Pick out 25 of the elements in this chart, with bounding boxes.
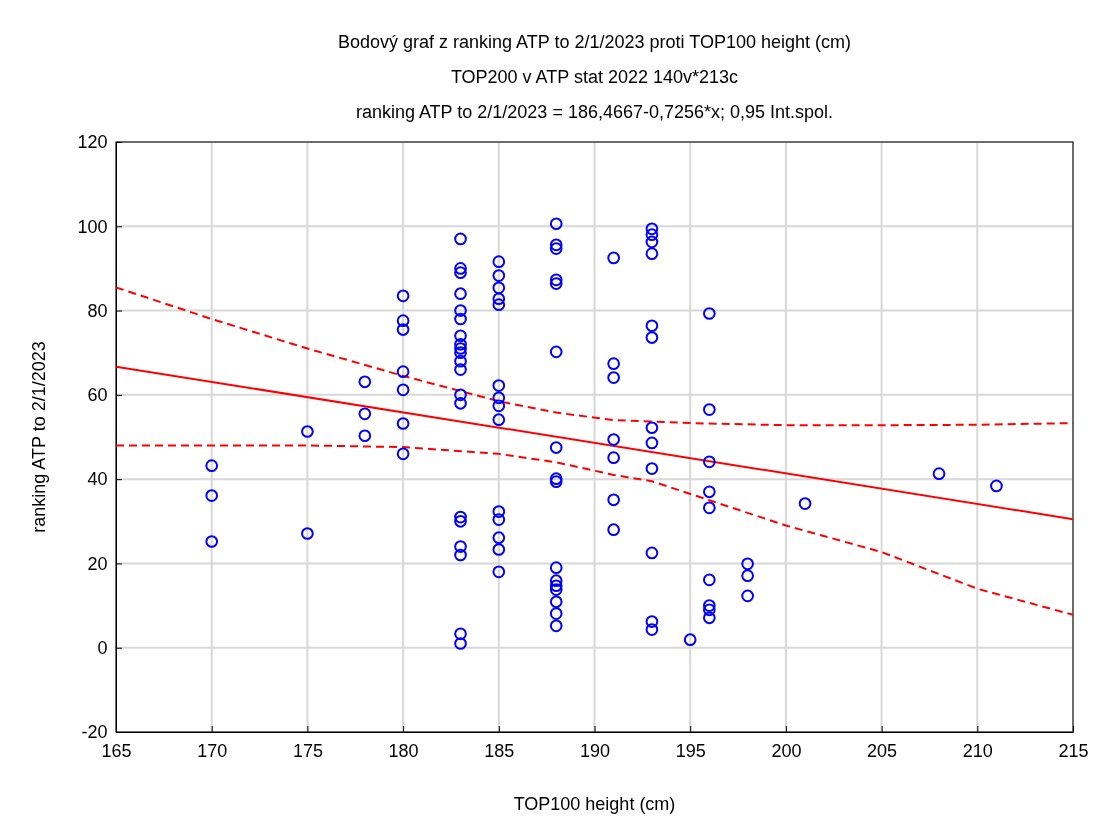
x-tick-label: 195 [675,740,706,761]
y-tick-label: 80 [87,300,108,321]
y-tick-label: 60 [87,385,108,406]
x-tick-label: 165 [101,740,132,761]
x-tick-label: 210 [962,740,993,761]
x-tick-label: 190 [579,740,611,761]
chart-subtitle: TOP200 v ATP stat 2022 140v*213c [450,67,739,87]
line-series [116,444,1073,616]
y-tick-label: 120 [77,132,108,153]
y-axis-title: ranking ATP to 2/1/2023 [29,341,49,533]
y-tick-label: -20 [81,722,108,743]
x-tick-label: 200 [771,740,802,761]
x-tick-label: 215 [1058,740,1089,761]
x-tick-label: 170 [197,740,228,761]
y-tick-label: 40 [87,469,108,490]
x-axis-title: TOP100 height (cm) [513,794,676,814]
y-tick-label: 20 [87,553,108,574]
x-tick-label: 205 [867,740,898,761]
chart-title: Bodový graf z ranking ATP to 2/1/2023 proti TOP100 height (cm) [338,32,851,52]
x-tick-label: 185 [484,740,515,761]
y-tick-label: 0 [97,637,108,658]
x-tick-label: 180 [388,740,419,761]
x-tick-label: 175 [292,740,323,761]
text: ranking ATP to 2/1/2023 = 186,4667-0,7256*x; 0,95 Int.spol. [355,102,834,122]
y-tick-label: 100 [77,216,108,237]
